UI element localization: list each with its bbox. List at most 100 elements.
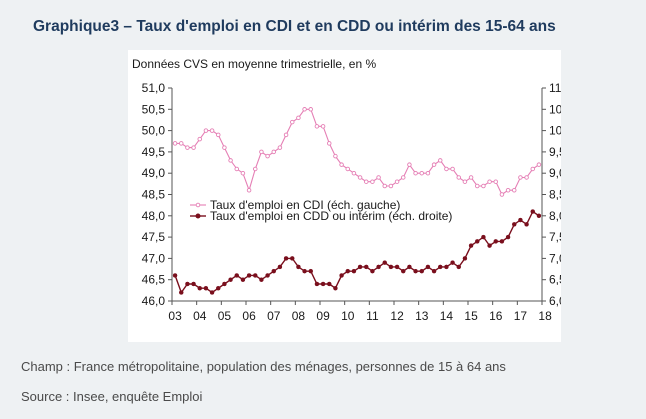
y-right-tick-label: 10,5 xyxy=(549,102,561,116)
y-left-tick-label: 47,5 xyxy=(142,230,166,244)
cdd-point xyxy=(413,268,418,274)
cdd-point xyxy=(481,234,486,240)
cdi-point xyxy=(512,187,517,193)
cdi-point xyxy=(431,162,437,167)
cdd-point xyxy=(234,273,239,278)
cdi-point xyxy=(339,162,344,167)
cdi-point xyxy=(345,166,350,172)
cdd-point xyxy=(197,285,202,291)
y-right-tick-label: 10,0 xyxy=(549,124,561,138)
cdi-point xyxy=(326,141,332,146)
cdi-point xyxy=(357,175,363,180)
x-tick-label: 09 xyxy=(316,309,330,323)
y-right-tick-label: 9,0 xyxy=(549,166,561,180)
y-left-tick-label: 49,0 xyxy=(142,166,166,180)
cdi-point xyxy=(456,175,462,180)
cdd-point xyxy=(209,290,215,295)
cdi-point xyxy=(394,179,400,184)
y-right-tick-label: 7,5 xyxy=(549,230,561,244)
cdi-point xyxy=(240,170,246,176)
y-right-tick-label: 9,5 xyxy=(549,145,561,159)
cdd-point xyxy=(444,264,449,270)
x-tick-label: 07 xyxy=(267,309,281,323)
x-tick-label: 18 xyxy=(538,309,552,323)
cdi-point xyxy=(524,175,529,180)
cdd-point xyxy=(172,273,178,278)
cdi-point xyxy=(209,128,215,133)
cdi-point xyxy=(407,162,412,167)
cdd-point xyxy=(339,273,344,278)
cdd-point xyxy=(512,222,517,227)
cdi-point xyxy=(197,136,202,142)
y-right-tick-label: 11,0 xyxy=(549,81,561,95)
cdd-point xyxy=(314,281,320,287)
cdd-point xyxy=(302,268,307,274)
cdi-point xyxy=(185,145,190,150)
cdi-point xyxy=(413,170,418,176)
cdd-point xyxy=(518,217,523,223)
y-left-tick-label: 48,5 xyxy=(142,188,166,202)
cdd-point xyxy=(370,268,375,274)
cdi-point xyxy=(228,158,233,163)
cdi-point xyxy=(438,158,443,163)
cdd-point xyxy=(456,264,461,270)
cdi-point xyxy=(475,183,480,189)
cdd-point xyxy=(357,264,363,270)
cdd-point xyxy=(530,209,535,214)
chart-subtitle: Données CVS en moyenne trimestrielle, en… xyxy=(132,57,376,71)
cdd-point xyxy=(179,290,184,295)
cdi-point xyxy=(222,145,227,150)
cdd-point xyxy=(191,281,196,287)
cdd-point xyxy=(345,268,350,274)
cdi-point xyxy=(536,162,542,167)
y-right-tick-label: 6,5 xyxy=(549,273,561,287)
cdi-point xyxy=(252,166,258,172)
x-tick-label: 13 xyxy=(415,309,429,323)
cdi-point xyxy=(259,149,264,155)
cdd-point xyxy=(401,268,406,274)
y-left-tick-label: 50,5 xyxy=(142,102,166,116)
y-left-tick-label: 46,5 xyxy=(142,273,166,287)
cdi-point xyxy=(308,107,313,112)
legend-cdi-marker xyxy=(195,202,201,208)
cdi-point xyxy=(376,175,381,180)
cdi-point xyxy=(370,179,375,184)
x-tick-label: 03 xyxy=(168,309,182,323)
legend-cdd-marker xyxy=(195,213,201,219)
x-tick-label: 16 xyxy=(489,309,503,323)
cdd-point xyxy=(320,281,326,287)
cdd-point xyxy=(462,256,468,261)
x-tick-label: 05 xyxy=(218,309,232,323)
cdd-point xyxy=(296,264,301,270)
y-left-tick-label: 50,0 xyxy=(142,124,166,138)
cdi-point xyxy=(505,187,511,193)
x-tick-label: 11 xyxy=(366,309,379,323)
cdi-point xyxy=(518,175,523,180)
x-tick-label: 10 xyxy=(341,309,355,323)
footnote-champ: Champ : France métropolitaine, populatio… xyxy=(21,359,506,374)
cdd-point xyxy=(450,260,455,265)
cdi-point xyxy=(530,166,536,172)
y-right-tick-label: 7,0 xyxy=(549,251,561,265)
cdi-point xyxy=(314,124,320,129)
cdd-point xyxy=(376,264,381,270)
y-left-tick-label: 49,5 xyxy=(142,145,166,159)
x-tick-label: 06 xyxy=(242,309,256,323)
cdd-point xyxy=(277,264,283,270)
cdi-point xyxy=(425,170,431,176)
cdi-series-line xyxy=(175,108,540,196)
cdd-point xyxy=(203,285,209,291)
cdd-point xyxy=(222,281,227,287)
cdd-point xyxy=(394,264,400,270)
y-right-tick-label: 6,0 xyxy=(549,294,561,308)
cdi-point xyxy=(234,166,239,172)
legend-cdd-label: Taux d'emploi en CDD ou intérim (éch. dr… xyxy=(210,209,452,223)
cdd-point xyxy=(536,213,542,219)
cdd-point xyxy=(228,277,233,282)
legend-cdi-label: Taux d'emploi en CDI (éch. gauche) xyxy=(210,198,400,212)
cdi-point xyxy=(277,145,283,150)
cdd-point xyxy=(327,281,332,287)
cdi-point xyxy=(271,149,276,155)
cdd-point xyxy=(505,234,511,240)
cdd-point xyxy=(185,281,190,287)
